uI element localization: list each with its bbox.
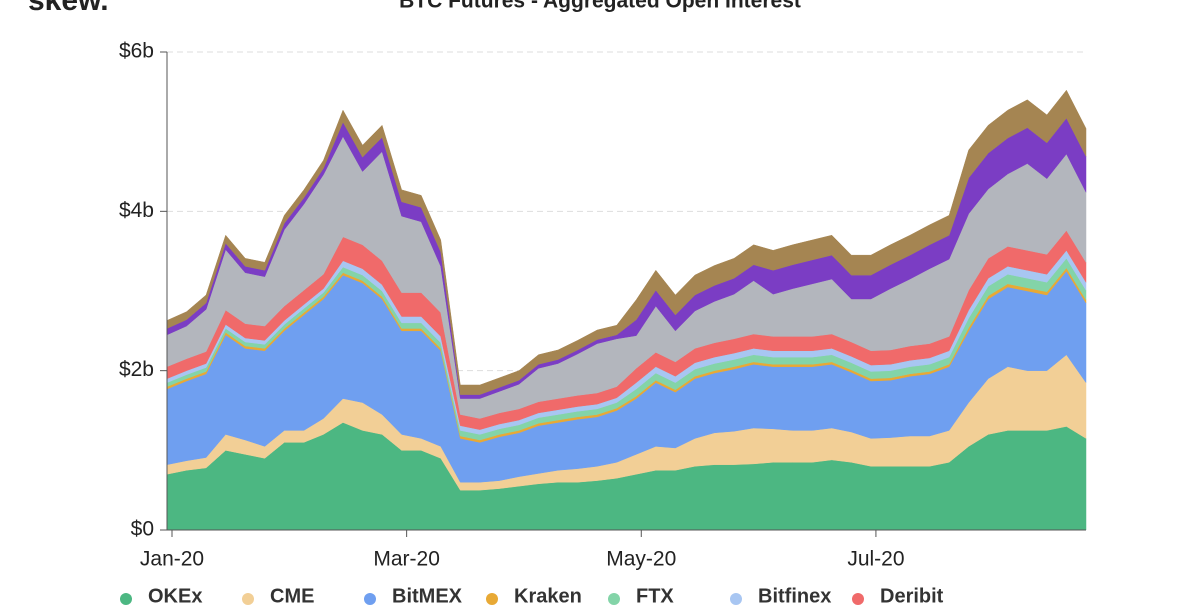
legend-label: Kraken — [514, 585, 582, 607]
legend-marker — [120, 593, 132, 605]
legend-label: Bitfinex — [758, 585, 831, 607]
legend-label: OKEx — [148, 585, 202, 607]
logo: skew. — [28, 0, 109, 17]
y-tick-label: $4b — [119, 199, 154, 222]
legend-label: FTX — [636, 585, 674, 607]
y-tick-label: $2b — [119, 358, 154, 381]
legend-marker — [486, 593, 498, 605]
legend-label: CME — [270, 585, 314, 607]
legend-marker — [364, 593, 376, 605]
y-tick-label: $0 — [131, 518, 154, 541]
chart-title: BTC Futures - Aggregated Open Interest — [399, 0, 801, 13]
x-tick-label: Jul-20 — [847, 548, 904, 571]
legend-marker — [730, 593, 742, 605]
x-tick-label: Jan-20 — [140, 548, 204, 571]
legend-label: BitMEX — [392, 585, 463, 607]
legend-label: Deribit — [880, 585, 944, 607]
legend-marker — [242, 593, 254, 605]
legend-marker — [608, 593, 620, 605]
y-tick-label: $6b — [119, 40, 154, 63]
x-tick-label: May-20 — [606, 548, 676, 571]
x-tick-label: Mar-20 — [373, 548, 440, 571]
legend-marker — [852, 593, 864, 605]
area — [166, 89, 1087, 395]
